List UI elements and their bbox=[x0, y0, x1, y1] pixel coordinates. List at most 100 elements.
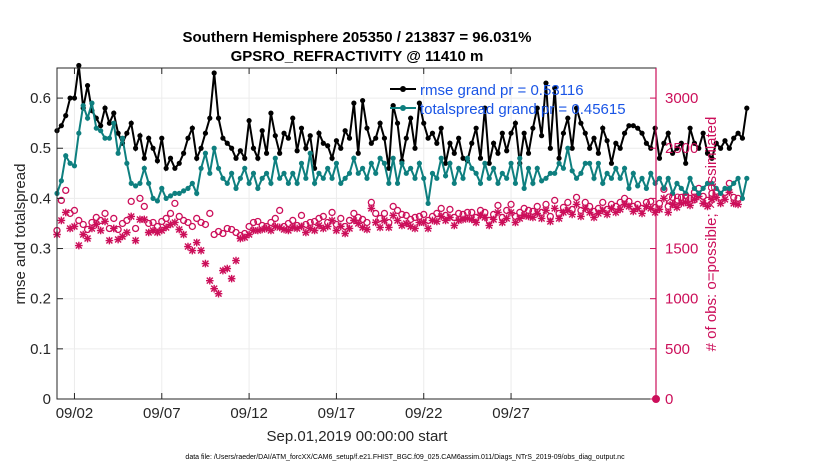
rmse-point bbox=[390, 103, 396, 109]
assimilated-marker bbox=[171, 218, 179, 227]
totalspread-point bbox=[154, 198, 161, 204]
assimilated-marker bbox=[612, 208, 620, 217]
y-tick-label: 0.4 bbox=[30, 190, 51, 207]
rmse-point bbox=[429, 130, 436, 136]
assimilated-marker bbox=[607, 204, 616, 213]
totalspread-point bbox=[128, 180, 134, 186]
possible-marker bbox=[136, 194, 144, 203]
rmse-point bbox=[718, 145, 724, 151]
assimilated-marker bbox=[546, 217, 555, 226]
y-right-tick-label: 1500 bbox=[665, 241, 698, 258]
assimilated-marker bbox=[114, 235, 122, 244]
totalspread-point bbox=[621, 165, 628, 171]
possible-marker bbox=[289, 216, 297, 225]
possible-marker bbox=[393, 206, 402, 215]
assimilated-marker bbox=[315, 221, 323, 230]
totalspread-point bbox=[237, 175, 243, 181]
assimilated-marker bbox=[192, 238, 201, 247]
totalspread-point bbox=[691, 185, 698, 191]
possible-marker bbox=[520, 204, 528, 213]
assimilated-marker bbox=[232, 256, 240, 265]
rmse-point bbox=[141, 155, 147, 161]
totalspread-point bbox=[202, 150, 209, 156]
totalspread-point bbox=[137, 180, 143, 186]
assimilated-marker bbox=[716, 199, 725, 208]
assimilated-marker bbox=[249, 226, 258, 235]
totalspread-point bbox=[547, 170, 553, 176]
assimilated-marker bbox=[389, 211, 397, 220]
possible-marker bbox=[101, 209, 109, 218]
totalspread-point bbox=[643, 185, 649, 191]
rmse-point bbox=[207, 115, 213, 121]
rmse-point bbox=[408, 115, 414, 121]
possible-marker bbox=[271, 214, 279, 223]
assimilated-marker bbox=[450, 221, 459, 230]
totalspread-point bbox=[569, 168, 575, 174]
possible-marker bbox=[249, 218, 258, 227]
assimilated-marker bbox=[729, 199, 738, 208]
possible-marker bbox=[455, 209, 463, 218]
totalspread-point bbox=[582, 160, 588, 166]
assimilated-marker bbox=[520, 211, 528, 220]
assimilated-marker bbox=[459, 215, 467, 224]
rmse-point bbox=[613, 140, 619, 146]
assimilated-marker bbox=[537, 214, 546, 223]
possible-marker bbox=[110, 214, 118, 223]
assimilated-marker bbox=[721, 195, 729, 204]
assimilated-marker bbox=[572, 200, 581, 209]
possible-marker bbox=[57, 196, 66, 205]
rmse-point bbox=[621, 130, 628, 136]
rmse-point bbox=[277, 150, 283, 156]
assimilated-marker bbox=[144, 228, 153, 237]
rmse-point bbox=[294, 148, 300, 154]
totalspread-point bbox=[595, 160, 601, 166]
rmse-point bbox=[482, 105, 488, 111]
possible-marker bbox=[188, 222, 196, 231]
rmse-point bbox=[525, 150, 532, 156]
rmse-point bbox=[669, 150, 676, 156]
assimilated-marker bbox=[127, 212, 136, 221]
totalspread-point bbox=[425, 200, 431, 207]
assimilated-marker bbox=[524, 212, 533, 221]
assimilated-marker bbox=[446, 213, 454, 222]
rmse-point bbox=[460, 155, 466, 161]
totalspread-point bbox=[744, 175, 750, 181]
totalspread-point bbox=[456, 165, 462, 171]
rmse-point bbox=[674, 145, 680, 151]
assimilated-marker bbox=[651, 208, 659, 217]
totalspread-point bbox=[438, 155, 444, 161]
y-axis-label: rmse and totalspread bbox=[12, 164, 29, 305]
totalspread-point bbox=[434, 175, 440, 181]
assimilated-marker bbox=[577, 212, 585, 221]
rmse-point bbox=[495, 150, 501, 156]
totalspread-point bbox=[661, 185, 667, 191]
rmse-point bbox=[543, 80, 549, 86]
assimilated-marker bbox=[699, 199, 707, 208]
assimilated-marker bbox=[677, 199, 686, 208]
totalspread-point bbox=[403, 170, 409, 176]
possible-marker bbox=[572, 193, 581, 202]
rmse-point bbox=[626, 123, 632, 129]
possible-marker bbox=[363, 218, 371, 227]
totalspread-point bbox=[608, 175, 615, 181]
rmse-point bbox=[102, 105, 108, 111]
assimilated-marker bbox=[411, 224, 419, 233]
totalspread-point bbox=[704, 180, 711, 186]
totalspread-point bbox=[442, 173, 449, 179]
rmse-point bbox=[665, 130, 671, 136]
totalspread-point bbox=[495, 180, 501, 186]
rmse-point bbox=[643, 140, 649, 146]
rmse-point bbox=[259, 128, 265, 134]
totalspread-point bbox=[517, 155, 523, 161]
assimilated-marker bbox=[734, 200, 742, 209]
rmse-point bbox=[587, 145, 593, 151]
rmse-point bbox=[425, 135, 431, 141]
assimilated-marker bbox=[441, 216, 450, 225]
totalspread-point bbox=[176, 190, 182, 196]
assimilated-marker bbox=[603, 210, 611, 219]
rmse-point bbox=[124, 130, 130, 136]
assimilated-marker bbox=[542, 206, 550, 215]
rmse-point bbox=[98, 123, 104, 129]
rmse-point bbox=[237, 148, 243, 154]
totalspread-point bbox=[316, 170, 322, 176]
